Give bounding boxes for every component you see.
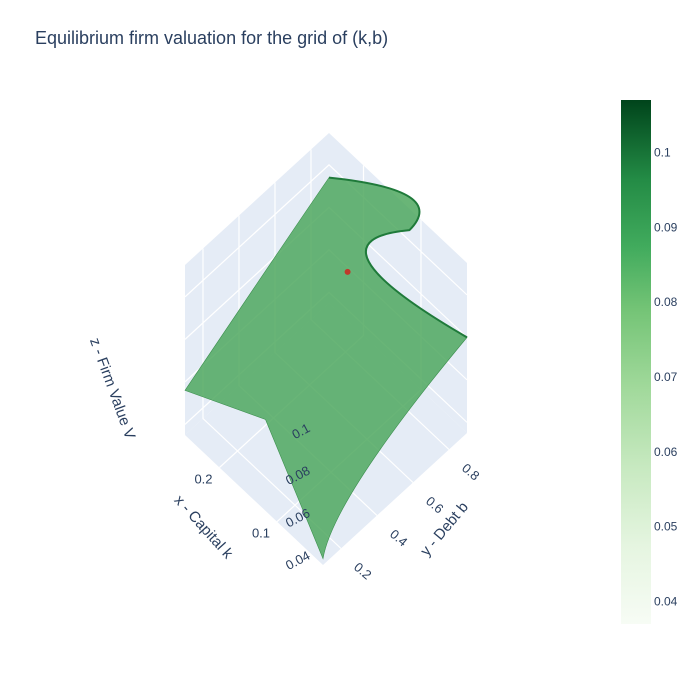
z-tick-label: 0.1 bbox=[289, 420, 312, 442]
y-gridline bbox=[202, 248, 342, 549]
x-tick-label: 0.1 bbox=[252, 526, 270, 541]
y-tick-label: 0.4 bbox=[387, 526, 410, 549]
colorbar-tick-label: 0.06 bbox=[654, 445, 678, 459]
x-axis-title: x - Capital k bbox=[171, 492, 237, 563]
colorbar-tick-label: 0.09 bbox=[654, 220, 678, 234]
colorbar-tick-label: 0.08 bbox=[654, 295, 678, 309]
z-tick-label: 0.04 bbox=[283, 548, 312, 573]
colorbar-tick-label: 0.05 bbox=[654, 520, 678, 534]
colorbar: 0.04 0.05 0.06 0.07 0.08 0.09 0.1 bbox=[621, 100, 678, 624]
colorbar-tick-label: 0.1 bbox=[654, 145, 671, 159]
colorbar-gradient bbox=[621, 100, 651, 624]
highlighted-point bbox=[344, 268, 351, 275]
surface-ridge bbox=[328, 176, 468, 339]
colorbar-tick-label: 0.04 bbox=[654, 595, 678, 609]
y-axis-title: y - Debt b bbox=[417, 499, 472, 560]
colorbar-tick-label: 0.07 bbox=[654, 370, 678, 384]
chart-title: Equilibrium firm valuation for the grid … bbox=[35, 28, 389, 48]
z-axis-title: z - Firm Value V bbox=[86, 336, 138, 442]
y-tick-label: 0.2 bbox=[351, 559, 374, 582]
y-tick-label: 0.8 bbox=[459, 460, 482, 483]
x-tick-label: 0.2 bbox=[194, 472, 212, 487]
y-tick-label: 0.6 bbox=[423, 493, 446, 516]
